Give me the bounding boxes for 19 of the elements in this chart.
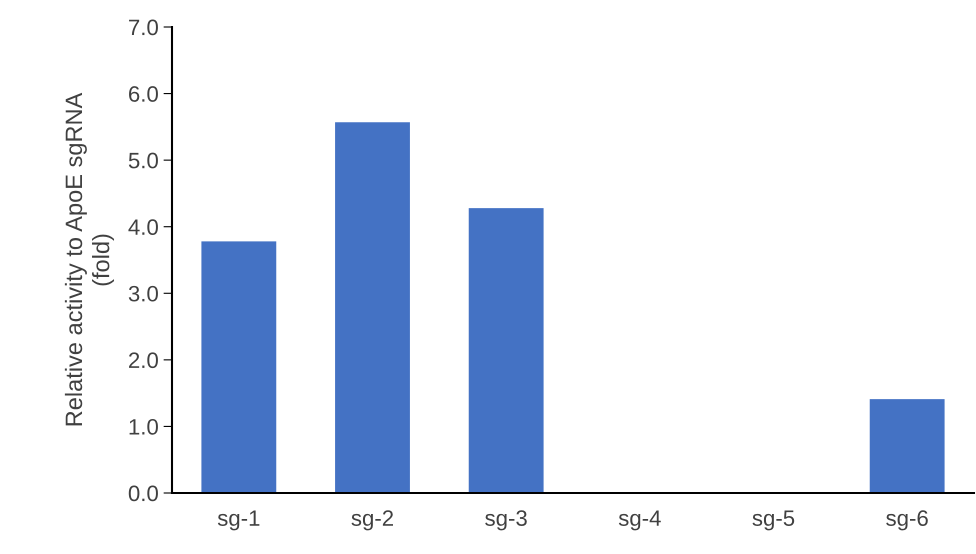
x-tick-label: sg-3 bbox=[485, 510, 527, 530]
y-tick-label: 1.0 bbox=[130, 418, 158, 435]
y-tick-label: 5.0 bbox=[128, 152, 158, 168]
y-tick-label: 6.0 bbox=[129, 86, 158, 102]
y-tick-label: 7.0 bbox=[129, 20, 158, 36]
x-tick-label: sg-4 bbox=[618, 510, 661, 530]
x-tick-label: sg-5 bbox=[752, 510, 794, 530]
y-tick-label: 2.0 bbox=[129, 352, 158, 368]
x-tick-label: sg-2 bbox=[352, 510, 393, 530]
y-axis-title: Relative activity to ApoE sgRNA (fold) bbox=[64, 92, 114, 426]
bar bbox=[468, 208, 544, 493]
y-tick-label: 0.0 bbox=[128, 486, 158, 502]
bar bbox=[870, 399, 945, 493]
x-tick-label: sg-1 bbox=[218, 510, 260, 530]
bar bbox=[201, 241, 276, 493]
y-tick-label: 4.0 bbox=[128, 219, 158, 235]
bar bbox=[335, 122, 410, 493]
y-tick-label: 3.0 bbox=[128, 286, 158, 302]
x-tick-label: sg-6 bbox=[886, 510, 928, 530]
